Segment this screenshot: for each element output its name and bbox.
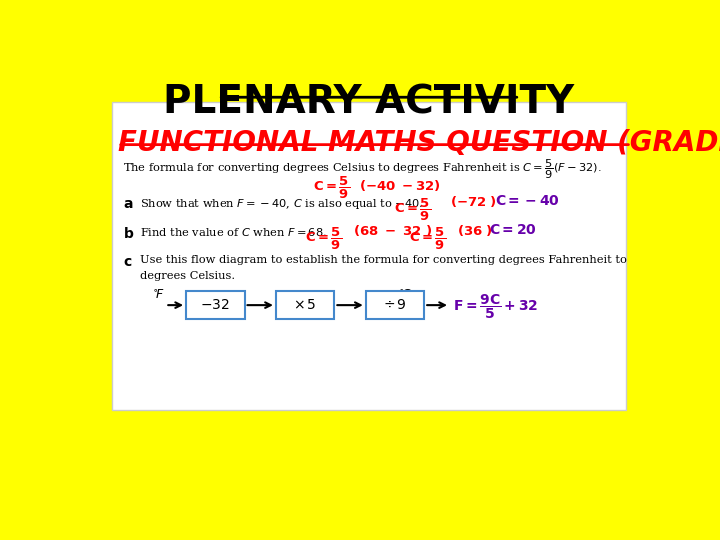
Text: $^{\circ}\!C$: $^{\circ}\!C$ bbox=[398, 288, 413, 302]
Text: $\mathbf{C = \dfrac{5}{9}}$  $\mathbf{(-40\ -32)}$: $\mathbf{C = \dfrac{5}{9}}$ $\mathbf{(-4… bbox=[313, 175, 441, 201]
Text: Use this flow diagram to establish the formula for converting degrees Fahrenheit: Use this flow diagram to establish the f… bbox=[140, 255, 627, 265]
Text: $\mathbf{(68\ -\ 32\ )}$: $\mathbf{(68\ -\ 32\ )}$ bbox=[354, 223, 433, 238]
Text: Show that when $F = -40$, $C$ is also equal to $-40$.: Show that when $F = -40$, $C$ is also eq… bbox=[140, 197, 424, 211]
Text: $\mathbf{b}$: $\mathbf{b}$ bbox=[124, 226, 135, 241]
Text: $\mathbf{C = \dfrac{5}{9}}$: $\mathbf{C = \dfrac{5}{9}}$ bbox=[305, 226, 342, 252]
Text: Find the value of $C$ when $F = 68$.: Find the value of $C$ when $F = 68$. bbox=[140, 226, 328, 238]
FancyBboxPatch shape bbox=[186, 291, 245, 319]
Text: $^{\circ}\!F$: $^{\circ}\!F$ bbox=[153, 288, 166, 302]
Text: $\mathbf{C = -40}$: $\mathbf{C = -40}$ bbox=[495, 194, 559, 208]
Text: $\mathbf{(36\ )}$: $\mathbf{(36\ )}$ bbox=[457, 223, 493, 238]
Text: $\mathbf{C = \dfrac{5}{9}}$: $\mathbf{C = \dfrac{5}{9}}$ bbox=[409, 226, 446, 252]
Text: FUNCTIONAL MATHS QUESTION (GRADE C): FUNCTIONAL MATHS QUESTION (GRADE C) bbox=[118, 129, 720, 157]
Text: $\mathbf{F = \dfrac{9C}{5} + 32}$: $\mathbf{F = \dfrac{9C}{5} + 32}$ bbox=[453, 293, 538, 321]
FancyBboxPatch shape bbox=[366, 291, 424, 319]
Text: $\mathbf{C = \dfrac{5}{9}}$: $\mathbf{C = \dfrac{5}{9}}$ bbox=[394, 197, 431, 223]
Text: $-32$: $-32$ bbox=[200, 298, 230, 312]
Text: $\div\,9$: $\div\,9$ bbox=[383, 298, 407, 312]
Text: $\mathbf{c}$: $\mathbf{c}$ bbox=[124, 255, 132, 269]
Text: $\mathbf{C = 20}$: $\mathbf{C = 20}$ bbox=[489, 223, 537, 237]
Text: PLENARY ACTIVITY: PLENARY ACTIVITY bbox=[163, 84, 575, 122]
Text: $\mathbf{a}$: $\mathbf{a}$ bbox=[124, 197, 134, 211]
Text: The formula for converting degrees Celsius to degrees Fahrenheit is $C = \dfrac{: The formula for converting degrees Celsi… bbox=[124, 157, 602, 181]
FancyBboxPatch shape bbox=[112, 102, 626, 410]
Text: degrees Celsius.: degrees Celsius. bbox=[140, 271, 235, 281]
Text: $\mathbf{(-72\ )}$: $\mathbf{(-72\ )}$ bbox=[450, 194, 497, 208]
FancyBboxPatch shape bbox=[276, 291, 334, 319]
Text: $\times\,5$: $\times\,5$ bbox=[293, 298, 317, 312]
